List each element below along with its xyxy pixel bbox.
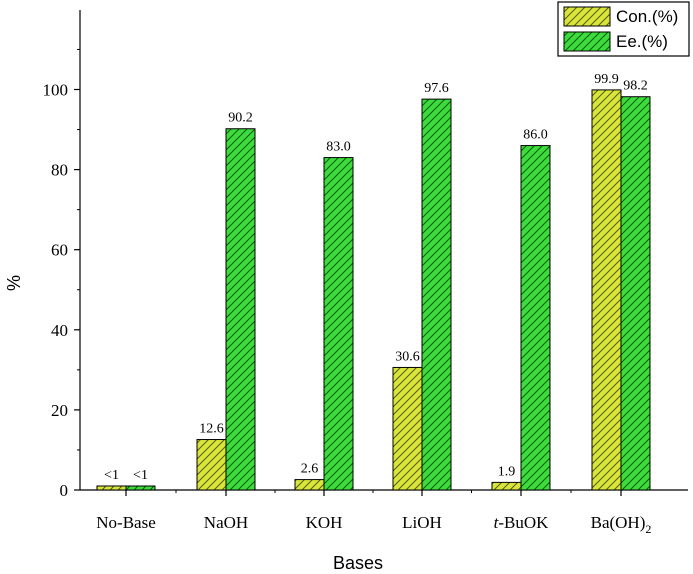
y-tick-label: 80 [51,161,68,180]
bar-ee [620,96,651,491]
bars [96,89,651,491]
data-label: 1.9 [498,464,516,479]
data-label: 98.2 [623,79,648,94]
bar-con [96,485,127,491]
legend: Con.(%) Ee.(%) [557,1,690,57]
x-tick-label: Ba(OH)2 [591,513,652,536]
x-axis-title: Bases [333,553,383,573]
y-tick-label: 100 [43,81,69,100]
y-axis-title: % [4,275,24,291]
data-label: 12.6 [199,422,224,437]
x-tick-label: LiOH [402,513,442,532]
bar-ee [323,157,354,491]
data-label: 86.0 [523,128,548,143]
legend-swatch [563,6,611,27]
data-labels: <1 12.6 2.6 30.6 1.9 99.9 <1 90.2 83.0 97.6 86.0 98… [104,72,648,483]
y-tick-label: 60 [51,241,68,260]
ticks: 0 20 40 60 80 100 No-Base NaOH KOH LiOH t-BuOK Ba(O… [43,48,652,536]
data-label: 90.2 [228,111,253,126]
legend-label: Con.(%) [616,7,678,26]
bar-con [196,439,227,491]
legend-label: Ee.(%) [616,32,668,51]
data-label: <1 [133,468,148,483]
bar-ee [225,128,256,491]
bar-ee [125,485,156,491]
y-tick-label: 40 [51,321,68,340]
data-label: <1 [104,468,119,483]
data-label: 99.9 [594,72,619,87]
x-tick-label: NaOH [204,513,248,532]
bar-con [392,366,423,491]
data-label: 97.6 [424,81,449,96]
data-label: 2.6 [301,462,319,477]
x-tick-label: No-Base [96,513,155,532]
bar-con [294,479,325,491]
data-label: 83.0 [326,140,351,155]
x-tick-label: t-BuOK [494,513,550,532]
legend-swatch [563,31,611,52]
x-tick-label: KOH [306,513,343,532]
y-tick-label: 0 [60,481,69,500]
bar-ee [520,145,551,491]
bar-con [591,89,622,491]
y-tick-label: 20 [51,401,68,420]
data-label: 30.6 [395,349,420,364]
bar-con [491,481,522,491]
bar-ee [421,98,452,491]
